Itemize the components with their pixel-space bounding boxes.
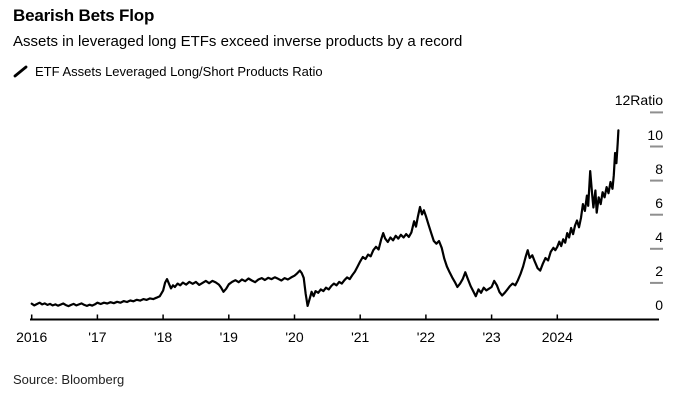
legend-label: ETF Assets Leveraged Long/Short Products… <box>35 64 323 79</box>
chart-subtitle: Assets in leveraged long ETFs exceed inv… <box>13 33 463 50</box>
chart-title: Bearish Bets Flop <box>13 6 155 25</box>
legend: ETF Assets Leveraged Long/Short Products… <box>13 64 323 79</box>
source-note: Source: Bloomberg <box>13 372 125 387</box>
series-line <box>30 129 620 308</box>
line-series-icon <box>13 65 28 78</box>
